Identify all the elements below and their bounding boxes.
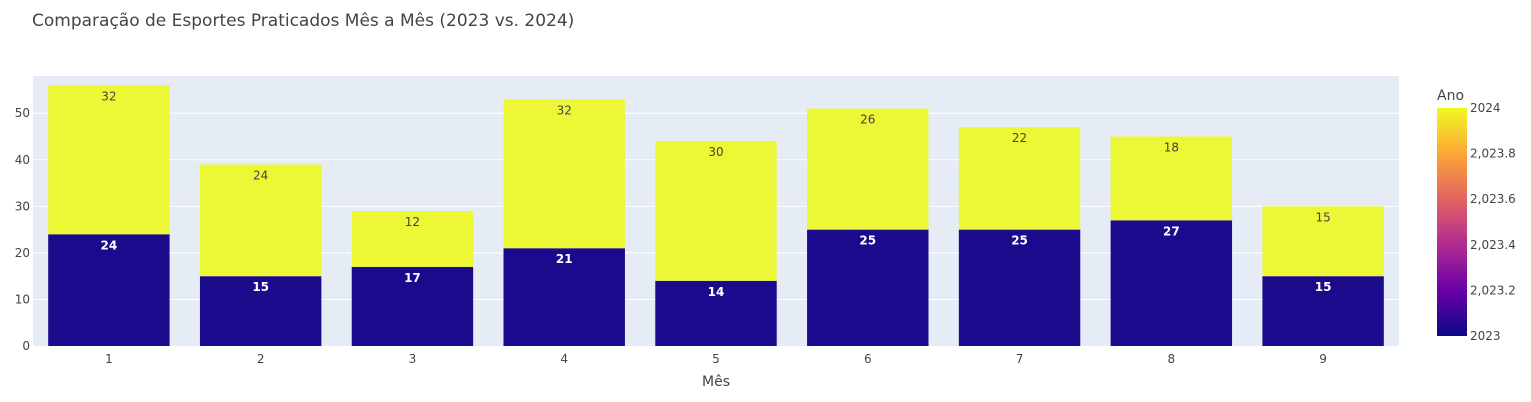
bar-2023-1 [48,234,170,346]
bar-value-label: 27 [1163,224,1180,238]
y-tick-label: 50 [15,106,30,120]
x-tick-label: 5 [712,352,720,366]
colorbar-tick-label: 2023 [1470,329,1501,343]
bar-value-label: 32 [557,103,572,117]
bar-2023-9 [1262,276,1384,346]
bar-value-label: 22 [1012,131,1027,145]
x-tick-label: 1 [105,352,113,366]
chart-title: Comparação de Esportes Praticados Mês a … [32,11,574,31]
x-tick-label: 8 [1168,352,1176,366]
bar-2024-4 [503,99,625,249]
bar-2023-3 [351,266,474,346]
colorbar-tick-label: 2,023.4 [1470,238,1516,252]
bar-value-label: 24 [101,238,118,252]
bar-value-label: 25 [1011,234,1028,248]
bar-value-label: 32 [101,89,116,103]
bar-value-label: 15 [1315,280,1332,294]
bar-2023-5 [655,280,777,346]
x-tick-label: 7 [1016,352,1024,366]
y-tick-label: 10 [15,292,30,306]
bar-2024-7 [958,127,1081,230]
bar-value-label: 14 [708,285,725,299]
bars: 24 32 15 24 17 12 21 32 14 30 25 26 25 22 27 18 15 15 [48,85,1384,346]
x-tick-label: 6 [864,352,872,366]
bar-2023-8 [1110,220,1233,346]
x-tick-label: 2 [257,352,265,366]
bar-value-label: 12 [405,215,420,229]
bar-value-label: 17 [404,271,421,285]
bar-value-label: 18 [1164,141,1179,155]
bar-2024-9 [1262,206,1384,277]
y-tick-label: 20 [15,246,30,260]
y-tick-label: 40 [15,153,30,167]
bar-value-label: 24 [253,168,268,182]
x-axis: 1 2 3 4 5 6 7 8 9 [105,352,1327,366]
colorbar-title: Ano [1437,88,1464,104]
bar-2024-2 [199,164,322,277]
colorbar-tick-label: 2,023.2 [1470,283,1516,297]
x-tick-label: 4 [560,352,568,366]
y-tick-label: 30 [15,199,30,213]
colorbar: Ano 2024 2,023.8 2,023.6 2,023.4 2,023.2 2023 [1437,88,1516,343]
bar-value-label: 15 [252,280,269,294]
colorbar-tick-label: 2,023.8 [1470,147,1516,161]
colorbar-scale [1437,108,1467,336]
y-axis: 0 10 20 30 40 50 [15,106,30,353]
colorbar-ticks: 2024 2,023.8 2,023.6 2,023.4 2,023.2 2023 [1470,101,1516,343]
bar-2024-3 [351,211,474,267]
bar-2024-8 [1110,136,1233,221]
bar-2023-2 [199,276,322,346]
bar-2024-5 [655,141,777,281]
y-tick-label: 0 [22,339,30,353]
bar-2024-6 [807,108,929,230]
bar-2024-1 [48,85,170,235]
x-axis-title: Mês [702,374,730,390]
bar-value-label: 25 [859,234,876,248]
colorbar-tick-label: 2024 [1470,101,1501,115]
bar-value-label: 15 [1315,210,1330,224]
x-tick-label: 3 [409,352,417,366]
colorbar-tick-label: 2,023.6 [1470,192,1516,206]
x-tick-label: 9 [1319,352,1327,366]
bar-2023-7 [958,229,1081,346]
bar-2023-6 [807,229,929,346]
bar-value-label: 21 [556,252,573,266]
bar-value-label: 26 [860,113,875,127]
bar-2023-4 [503,248,625,346]
bar-value-label: 30 [708,145,723,159]
